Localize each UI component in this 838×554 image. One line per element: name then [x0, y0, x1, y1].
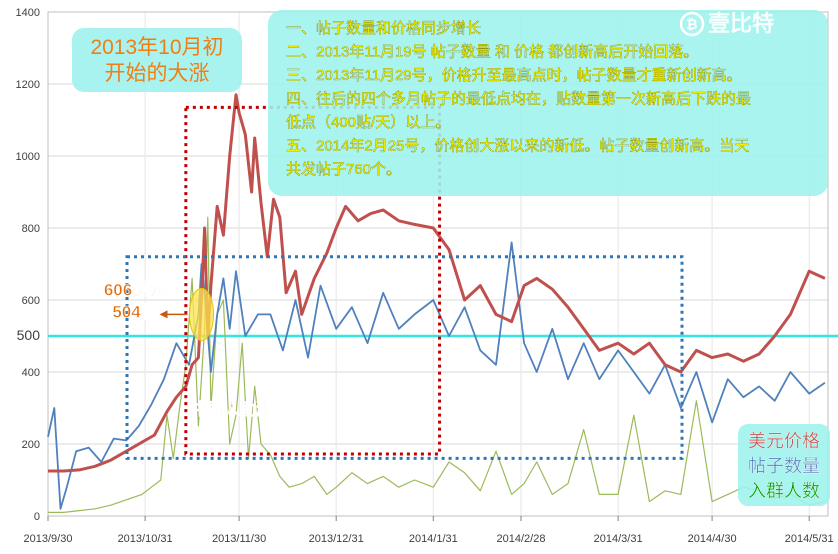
series-layer — [47, 93, 826, 513]
china-boost-label: 中国人助涨 — [192, 399, 272, 418]
peak-arrow-head — [159, 310, 168, 319]
x-tick-label: 2013/10/31 — [118, 533, 173, 545]
bitcoin-logo-icon — [679, 11, 705, 37]
legend-item: 美元价格 — [748, 431, 820, 451]
note-line: 四、往后的四个多月帖子的最低点均在，贴数量第一次新高后下跌的最 — [286, 90, 751, 108]
note-line: 一、帖子数量和价格同步增长 — [286, 20, 481, 37]
axes: 0 200 400 500 600 800 1000 1200 1400 2013/9/30 201… — [16, 7, 834, 545]
x-tick-label: 2014/5/31 — [785, 533, 834, 545]
x-tick-label: 2013/11/30 — [212, 533, 266, 545]
y-tick-label: 400 — [22, 367, 40, 379]
chart-title-line: 2013年10月初 — [90, 36, 223, 59]
notes-box — [268, 10, 828, 196]
x-tick-label: 2014/3/31 — [594, 533, 643, 545]
note-line: 三、2013年11月29号，价格升至最高点时，帖子数量才重新创新高。 — [286, 67, 742, 84]
note-line: 二、2013年11月19号 帖子数量 和 价格 都创新高后开始回落。 — [286, 44, 698, 61]
legend-box — [738, 424, 830, 506]
y-tick-label: 500 — [17, 327, 41, 343]
y-tick-label: 800 — [22, 223, 40, 235]
series-line-2 — [48, 216, 826, 513]
x-tick-label: 2013/9/30 — [24, 533, 73, 545]
title-box — [72, 28, 242, 92]
y-tick-label: 1400 — [16, 7, 40, 19]
x-tick-label: 2014/2/28 — [497, 533, 546, 545]
legend-item: 帖子数量 — [748, 456, 820, 476]
bitcoin-logo-glyph: ₿ — [686, 16, 697, 32]
peak-label-price: 606美元 — [104, 280, 166, 300]
chart-title-line: 开始的大涨 — [105, 62, 210, 85]
peak-highlight-ellipse — [188, 287, 214, 341]
x-tick-label: 2014/1/31 — [409, 533, 458, 545]
x-tick-label: 2014/4/30 — [688, 533, 737, 545]
y-tick-label: 0 — [34, 511, 40, 523]
peak-label-posts: 504帖 — [112, 301, 157, 321]
legend-item: 入群人数 — [748, 481, 820, 501]
series-line-0 — [48, 93, 826, 473]
y-tick-label: 1200 — [16, 79, 40, 91]
y-tick-label: 600 — [22, 295, 40, 307]
note-line: 共发帖子760个。 — [286, 161, 401, 178]
x-tick-label: 2013/12/31 — [309, 533, 364, 545]
y-tick-label: 1000 — [16, 151, 40, 163]
note-line: 低点（400贴/天）以上。 — [286, 114, 450, 131]
watermark-text: 壹比特 — [708, 11, 774, 36]
y-tick-label: 200 — [22, 439, 40, 451]
note-line: 五、2014年2月25号，价格创大涨以来的新低。帖子数量创新高。当天 — [286, 138, 749, 155]
